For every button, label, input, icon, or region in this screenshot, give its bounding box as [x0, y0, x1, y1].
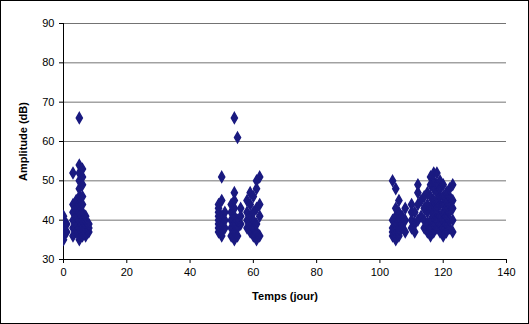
svg-text:Temps (jour): Temps (jour) [252, 290, 318, 302]
svg-text:40: 40 [42, 214, 54, 226]
svg-text:20: 20 [121, 266, 133, 278]
svg-text:60: 60 [247, 266, 259, 278]
svg-text:140: 140 [497, 266, 515, 278]
svg-text:Amplitude (dB): Amplitude (dB) [17, 102, 29, 181]
svg-text:80: 80 [42, 56, 54, 68]
svg-text:30: 30 [42, 253, 54, 265]
svg-text:120: 120 [434, 266, 452, 278]
svg-text:0: 0 [60, 266, 66, 278]
svg-text:40: 40 [184, 266, 196, 278]
svg-text:60: 60 [42, 135, 54, 147]
svg-text:100: 100 [371, 266, 389, 278]
svg-text:50: 50 [42, 174, 54, 186]
svg-text:90: 90 [42, 17, 54, 29]
svg-text:80: 80 [311, 266, 323, 278]
svg-text:70: 70 [42, 96, 54, 108]
